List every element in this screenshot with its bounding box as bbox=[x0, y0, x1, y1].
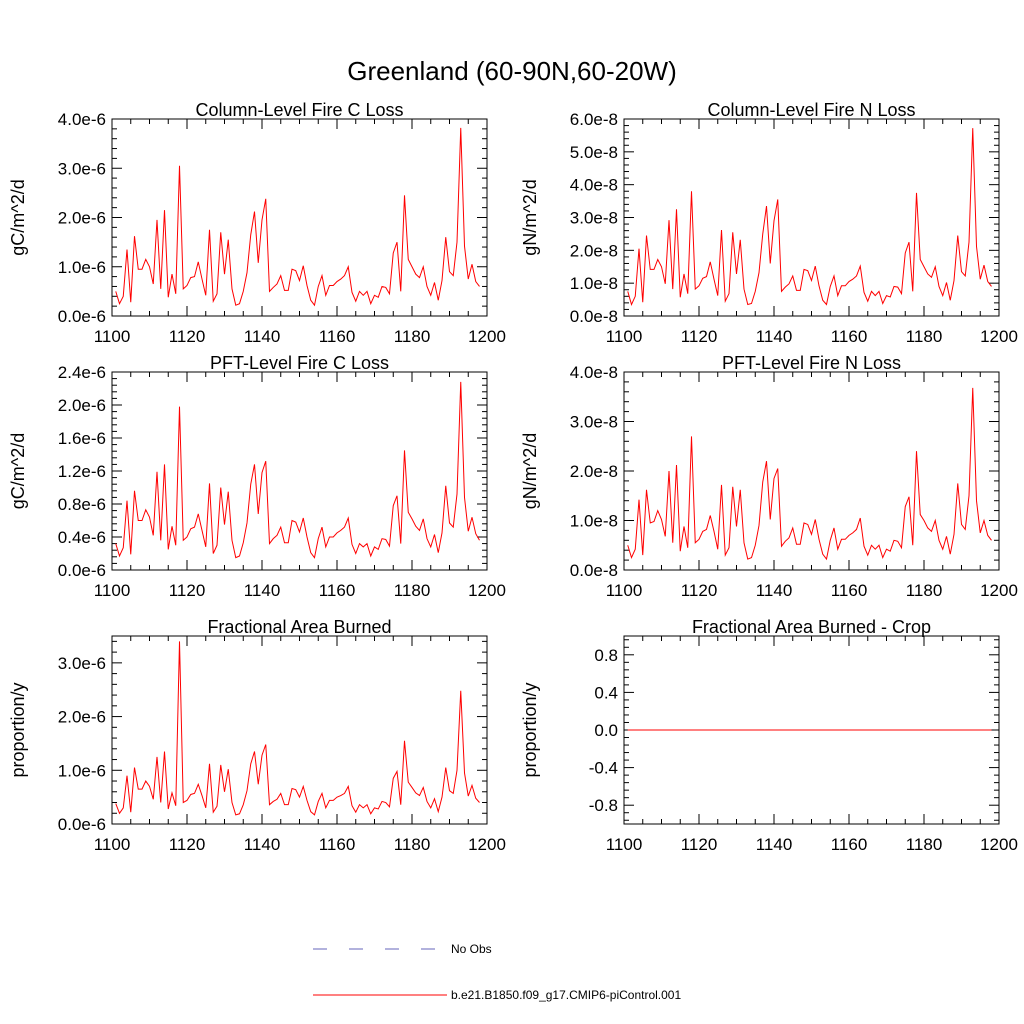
y-axis-label: gN/m^2/d bbox=[520, 179, 540, 255]
x-tick-label: 1200 bbox=[468, 327, 506, 346]
y-tick-label: 5.0e-8 bbox=[570, 143, 618, 162]
y-tick-label: 0.8e-6 bbox=[58, 495, 106, 514]
panel-title: Fractional Area Burned bbox=[207, 617, 391, 637]
x-tick-label: 1140 bbox=[756, 327, 793, 346]
x-tick-label: 1120 bbox=[169, 581, 206, 600]
y-axis-label: gN/m^2/d bbox=[520, 433, 540, 509]
legend-label-no-obs: No Obs bbox=[451, 942, 492, 956]
panel-1: Column-Level Fire C Loss gC/m^2/d 1100 1120… bbox=[8, 100, 506, 346]
y-tick-label: 6.0e-8 bbox=[570, 110, 618, 129]
x-tick-label: 1180 bbox=[906, 581, 943, 600]
y-tick-label: 1.0e-8 bbox=[570, 274, 618, 293]
x-tick-label: 1140 bbox=[756, 581, 793, 600]
x-tick-label: 1100 bbox=[606, 327, 643, 346]
panel-title: PFT-Level Fire C Loss bbox=[210, 353, 389, 373]
x-tick-label: 1200 bbox=[980, 327, 1018, 346]
y-tick-label: 0.0e-6 bbox=[58, 815, 106, 834]
figure-title: Greenland (60-90N,60-20W) bbox=[347, 56, 677, 86]
y-axis-label: gC/m^2/d bbox=[8, 433, 28, 509]
y-tick-label: 2.0e-8 bbox=[570, 241, 618, 260]
series-line bbox=[115, 127, 480, 307]
panel-title: Column-Level Fire N Loss bbox=[707, 100, 915, 120]
x-tick-label: 1120 bbox=[681, 835, 718, 854]
x-tick-label: 1160 bbox=[831, 835, 868, 854]
series-line bbox=[115, 641, 480, 816]
x-tick-label: 1160 bbox=[831, 327, 868, 346]
panels: Column-Level Fire C Loss gC/m^2/d 1100 1120… bbox=[8, 100, 1018, 854]
legend-label-model: b.e21.B1850.f09_g17.CMIP6-piControl.001 bbox=[451, 988, 681, 1002]
y-tick-label: 4.0e-6 bbox=[58, 110, 106, 129]
x-tick-label: 1120 bbox=[681, 581, 718, 600]
x-tick-label: 1200 bbox=[468, 835, 506, 854]
y-tick-label: 0.0e-6 bbox=[58, 561, 106, 580]
x-tick-label: 1180 bbox=[394, 327, 431, 346]
y-tick-label: 1.2e-6 bbox=[58, 462, 106, 481]
legend: No Obs b.e21.B1850.f09_g17.CMIP6-piContr… bbox=[313, 942, 681, 1002]
y-tick-label: 0.0e-8 bbox=[570, 307, 618, 326]
x-tick-label: 1180 bbox=[906, 835, 943, 854]
panel-title: Fractional Area Burned - Crop bbox=[692, 617, 931, 637]
panel-title: PFT-Level Fire N Loss bbox=[722, 353, 901, 373]
x-tick-label: 1100 bbox=[606, 581, 643, 600]
y-tick-label: 4.0e-8 bbox=[570, 176, 618, 195]
x-tick-label: 1160 bbox=[831, 581, 868, 600]
y-tick-label: 1.0e-6 bbox=[58, 258, 106, 277]
x-tick-label: 1140 bbox=[756, 835, 793, 854]
x-tick-label: 1100 bbox=[606, 835, 643, 854]
y-tick-label: 1.6e-6 bbox=[58, 429, 106, 448]
y-axis-label: proportion/y bbox=[8, 682, 28, 777]
panel-3: PFT-Level Fire C Loss gC/m^2/d 1100 1120 114… bbox=[8, 353, 506, 600]
y-tick-label: 2.0e-6 bbox=[58, 396, 106, 415]
series-line bbox=[627, 128, 992, 306]
x-tick-label: 1100 bbox=[94, 327, 131, 346]
x-tick-label: 1200 bbox=[468, 581, 506, 600]
x-tick-label: 1200 bbox=[980, 835, 1018, 854]
y-axis-label: gC/m^2/d bbox=[8, 179, 28, 255]
y-tick-label: 3.0e-8 bbox=[570, 209, 618, 228]
y-tick-label: 3.0e-8 bbox=[570, 413, 618, 432]
y-tick-label: 4.0e-8 bbox=[570, 363, 618, 382]
panel-4: PFT-Level Fire N Loss gN/m^2/d 1100 1120 114… bbox=[520, 353, 1018, 600]
x-tick-label: 1100 bbox=[94, 835, 131, 854]
y-tick-label: 0.0 bbox=[594, 721, 618, 740]
x-tick-label: 1140 bbox=[244, 835, 281, 854]
x-tick-label: 1180 bbox=[906, 327, 943, 346]
y-tick-label: 3.0e-6 bbox=[58, 654, 106, 673]
y-tick-label: 2.0e-6 bbox=[58, 708, 106, 727]
panel-title: Column-Level Fire C Loss bbox=[195, 100, 403, 120]
x-tick-label: 1160 bbox=[319, 581, 356, 600]
panel-5: Fractional Area Burned proportion/y 1100 11… bbox=[8, 617, 506, 854]
y-tick-label: 0.4e-6 bbox=[58, 528, 106, 547]
y-tick-label: 2.0e-6 bbox=[58, 209, 106, 228]
y-tick-label: 1.0e-6 bbox=[58, 761, 106, 780]
panel-2: Column-Level Fire N Loss gN/m^2/d 1100 1120… bbox=[520, 100, 1018, 346]
y-tick-label: 0.0e-6 bbox=[58, 307, 106, 326]
x-tick-label: 1180 bbox=[394, 835, 431, 854]
x-tick-label: 1140 bbox=[244, 327, 281, 346]
panel-6: Fractional Area Burned - Crop proportion/… bbox=[520, 617, 1018, 854]
x-tick-label: 1140 bbox=[244, 581, 281, 600]
y-tick-label: 2.0e-8 bbox=[570, 462, 618, 481]
series-line bbox=[115, 381, 480, 559]
x-tick-label: 1100 bbox=[94, 581, 131, 600]
x-tick-label: 1200 bbox=[980, 581, 1018, 600]
x-tick-label: 1160 bbox=[319, 327, 356, 346]
y-tick-label: 3.0e-6 bbox=[58, 159, 106, 178]
y-axis-label: proportion/y bbox=[520, 682, 540, 777]
y-tick-label: 0.0e-8 bbox=[570, 561, 618, 580]
y-tick-label: 0.4 bbox=[594, 683, 618, 702]
x-tick-label: 1120 bbox=[169, 327, 206, 346]
y-tick-label: 0.8 bbox=[594, 646, 618, 665]
x-tick-label: 1120 bbox=[169, 835, 206, 854]
x-tick-label: 1120 bbox=[681, 327, 718, 346]
series-line bbox=[627, 387, 992, 561]
y-tick-label: 2.4e-6 bbox=[58, 363, 106, 382]
y-tick-label: -0.4 bbox=[589, 759, 618, 778]
x-tick-label: 1180 bbox=[394, 581, 431, 600]
y-tick-label: -0.8 bbox=[589, 796, 618, 815]
x-tick-label: 1160 bbox=[319, 835, 356, 854]
y-tick-label: 1.0e-8 bbox=[570, 512, 618, 531]
